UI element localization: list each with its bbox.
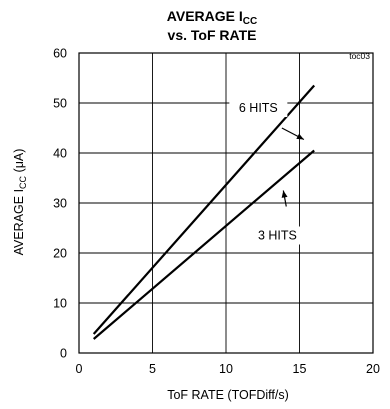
annotation-bg (248, 226, 307, 245)
x-tick-labels: 0 5 10 15 20 (76, 362, 380, 376)
chart-subtitle: vs. ToF RATE (168, 27, 257, 43)
series-group (92, 84, 316, 340)
plot-frame (78, 52, 374, 354)
chart-title: AVERAGE ICC (167, 8, 257, 27)
arrow-head-icon (296, 133, 304, 140)
annotation-label-6-hits: 6 HITS (239, 101, 278, 115)
y-tick-labels: 0 10 20 30 40 50 60 (53, 47, 67, 361)
arrow-head-icon (281, 190, 288, 198)
y-tick-label: 20 (53, 247, 67, 261)
x-tick-label: 0 (76, 362, 83, 376)
y-tick-label: 30 (53, 197, 67, 211)
y-tick-label: 10 (53, 297, 67, 311)
figure-code: toc03 (349, 51, 370, 61)
y-tick-label: 40 (53, 147, 67, 161)
series-line-3-hits (92, 149, 315, 340)
annotations-group: 6 HITS 3 HITS (229, 99, 307, 245)
x-tick-label: 15 (293, 362, 307, 376)
y-tick-label: 60 (53, 47, 67, 61)
grid (78, 52, 374, 354)
x-tick-label: 10 (219, 362, 233, 376)
annotation-label-3-hits: 3 HITS (258, 229, 297, 243)
y-axis-label: AVERAGE ICC (μA) (12, 149, 28, 256)
x-tick-label: 5 (149, 362, 156, 376)
y-tick-label: 50 (53, 97, 67, 111)
annotation-bg (229, 99, 288, 117)
x-axis-label: ToF RATE (TOFDiff/s) (167, 388, 289, 402)
y-tick-label: 0 (60, 347, 67, 361)
x-tick-label: 20 (366, 362, 380, 376)
series-line-6-hits (92, 84, 316, 335)
